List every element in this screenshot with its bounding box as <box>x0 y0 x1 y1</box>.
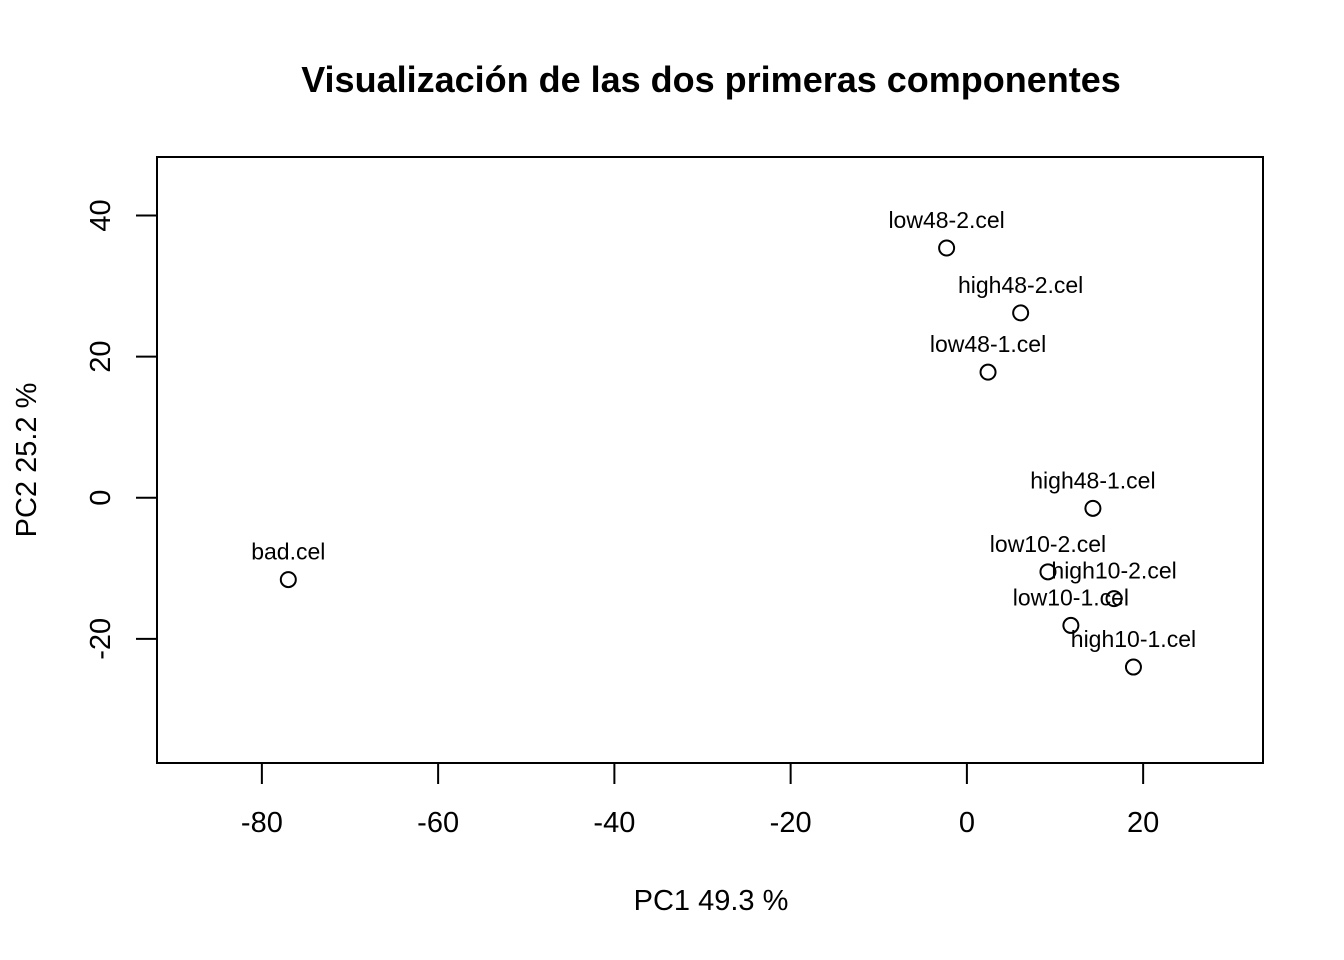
point-label: low10-2.cel <box>990 531 1106 557</box>
data-points: bad.cel low48-2.cel high48-2.cel low48-1.ce… <box>251 207 1196 676</box>
data-point <box>1084 499 1102 517</box>
x-axis: -80 -60 -40 -20 0 20 <box>241 762 1159 839</box>
point-label: high10-1.cel <box>1071 626 1196 652</box>
point-label: high48-2.cel <box>958 272 1083 298</box>
x-tick-label: 20 <box>1127 807 1159 839</box>
point-label: low48-1.cel <box>930 331 1046 357</box>
point-label: high10-2.cel <box>1051 558 1176 584</box>
x-axis-label: PC1 49.3 % <box>634 885 789 917</box>
point-label: low10-1.cel <box>1013 584 1129 610</box>
plot-frame <box>156 156 1264 764</box>
data-point <box>1105 590 1123 608</box>
point-label: high48-1.cel <box>1030 467 1155 493</box>
x-tick-label: -40 <box>593 807 635 839</box>
x-tick-label: 0 <box>959 807 975 839</box>
point-label: bad.cel <box>251 539 325 565</box>
data-point <box>1039 563 1057 581</box>
x-tick-label: -80 <box>241 807 283 839</box>
data-point <box>979 363 997 381</box>
data-point <box>1062 616 1080 634</box>
data-point <box>1124 658 1142 676</box>
y-tick-label: -20 <box>85 618 117 660</box>
data-point <box>938 239 956 257</box>
y-tick-label: 20 <box>85 341 117 373</box>
point-label: low48-2.cel <box>888 207 1004 233</box>
y-tick-label: 0 <box>85 490 117 506</box>
y-tick-label: 40 <box>85 199 117 231</box>
data-point <box>1012 304 1030 322</box>
x-tick-label: -60 <box>417 807 459 839</box>
data-point <box>279 571 297 589</box>
x-tick-label: -20 <box>770 807 812 839</box>
y-axis-label: PC2 25.2 % <box>11 383 43 538</box>
y-axis: -20 0 20 40 <box>85 199 158 660</box>
chart-title: Visualización de las dos primeras compon… <box>301 59 1121 100</box>
